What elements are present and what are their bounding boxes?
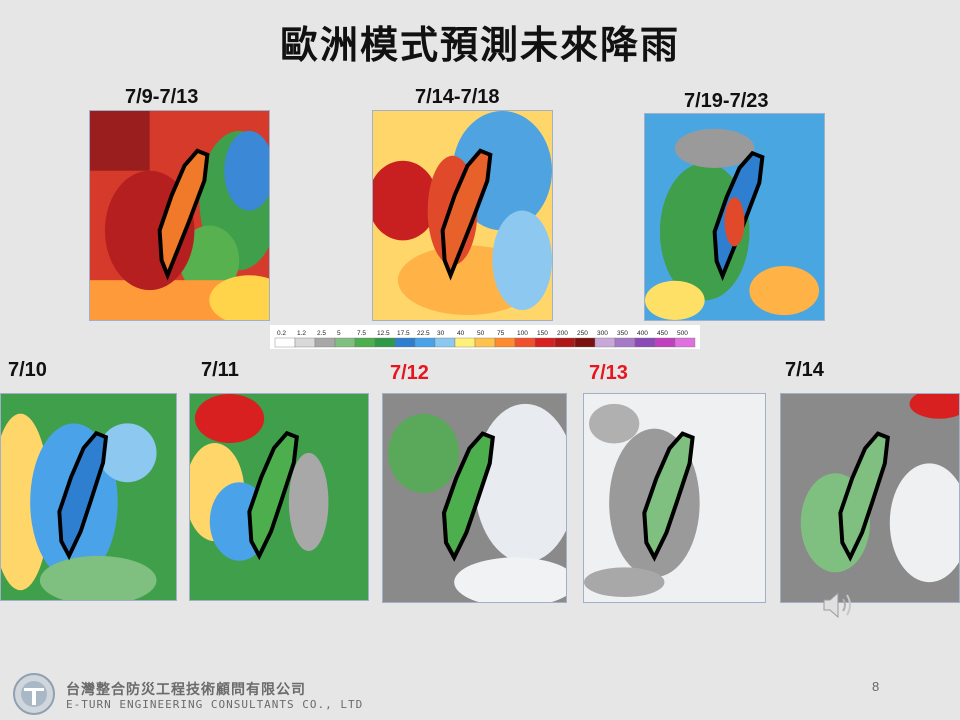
- colorbar-swatch: [454, 337, 476, 348]
- rain-map-period-2: [372, 110, 553, 321]
- colorbar-swatch: [414, 337, 436, 348]
- period-label-2: 7/14-7/18: [415, 86, 500, 108]
- company-name-en: E-TURN ENGINEERING CONSULTANTS CO., LTD: [66, 698, 364, 711]
- company-name-zh: 台灣整合防災工程技術顧問有限公司: [66, 682, 306, 698]
- daily-label-4: 7/13: [589, 362, 628, 384]
- colorbar-tick-label: 200: [557, 330, 568, 337]
- colorbar-swatch: [354, 337, 376, 348]
- rain-map-day-3: [382, 393, 567, 603]
- colorbar-tick-label: 22.5: [417, 330, 430, 337]
- speaker-icon[interactable]: [818, 586, 858, 624]
- colorbar-tick-label: 7.5: [357, 330, 366, 337]
- colorbar-swatch: [554, 337, 576, 348]
- page-title: 歐洲模式預測未來降雨: [279, 23, 680, 67]
- page-number: 8: [872, 679, 880, 694]
- period-label-1: 7/9-7/13: [125, 86, 199, 108]
- colorbar-swatch: [674, 337, 696, 348]
- colorbar-tick-label: 400: [637, 330, 648, 337]
- colorbar-tick-label: 12.5: [377, 330, 390, 337]
- daily-label-2: 7/11: [201, 359, 239, 381]
- colorbar-tick-label: 1.2: [297, 330, 306, 337]
- colorbar-swatch: [654, 337, 676, 348]
- rain-map-day-2: [189, 393, 369, 601]
- daily-label-1: 7/10: [8, 359, 47, 381]
- colorbar-swatch: [294, 337, 316, 348]
- rain-map-period-3: [644, 113, 825, 321]
- colorbar-tick-label: 2.5: [317, 330, 326, 337]
- daily-label-3: 7/12: [390, 362, 429, 384]
- colorbar-tick-label: 500: [677, 330, 688, 337]
- rain-map-day-5: [780, 393, 960, 603]
- colorbar-tick-label: 5: [337, 330, 341, 337]
- period-label-3: 7/19-7/23: [684, 90, 769, 112]
- colorbar-tick-label: 17.5: [397, 330, 410, 337]
- colorbar-tick-label: 75: [497, 330, 505, 337]
- colorbar-swatch: [314, 337, 336, 348]
- colorbar-swatch: [274, 337, 296, 348]
- colorbar-tick-label: 350: [617, 330, 628, 337]
- colorbar-tick-label: 30: [437, 330, 445, 337]
- colorbar-tick-label: 250: [577, 330, 588, 337]
- colorbar-swatch: [334, 337, 356, 348]
- colorbar-tick-label: 40: [457, 330, 465, 337]
- colorbar-swatch: [374, 337, 396, 348]
- colorbar-swatch: [514, 337, 536, 348]
- colorbar-swatch: [394, 337, 416, 348]
- colorbar-swatch: [534, 337, 556, 348]
- rain-map-period-1: [89, 110, 270, 321]
- rainfall-colorbar: 0.2 1.2 2.5 5 7.5 12.5 17.5 22.5 30 40 50 75 100 150 2…: [270, 325, 700, 349]
- colorbar-tick-label: 300: [597, 330, 608, 337]
- colorbar-tick-label: 0.2: [277, 330, 286, 337]
- colorbar-swatch: [434, 337, 456, 348]
- company-logo-icon: [13, 673, 55, 715]
- colorbar-swatch: [494, 337, 516, 348]
- colorbar-swatch: [574, 337, 596, 348]
- daily-label-5: 7/14: [785, 359, 824, 381]
- colorbar-tick-label: 450: [657, 330, 668, 337]
- colorbar-tick-label: 150: [537, 330, 548, 337]
- rain-map-day-4: [583, 393, 766, 603]
- colorbar-swatch: [634, 337, 656, 348]
- colorbar-tick-label: 50: [477, 330, 485, 337]
- colorbar-swatch: [474, 337, 496, 348]
- colorbar-tick-label: 100: [517, 330, 528, 337]
- colorbar-swatch: [594, 337, 616, 348]
- colorbar-swatch: [614, 337, 636, 348]
- rain-map-day-1: [0, 393, 177, 601]
